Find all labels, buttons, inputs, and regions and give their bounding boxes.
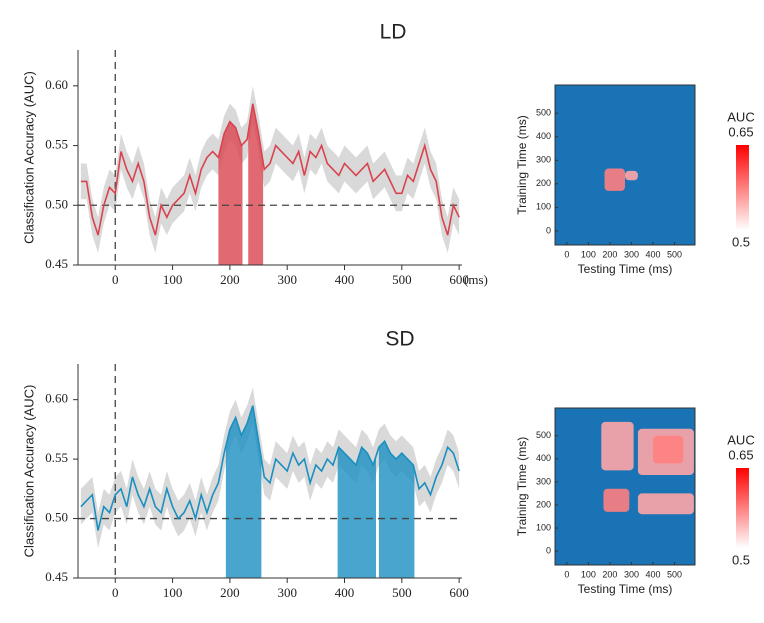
heatmap-cell [653, 435, 684, 464]
y-tick-label: 500 [536, 430, 551, 440]
x-tick-label: 500 [667, 249, 682, 259]
x-tick-label: 400 [645, 569, 660, 579]
heatmap-cell [637, 493, 694, 515]
y-tick-label: 100 [536, 522, 551, 532]
x-tick-label: 100 [163, 272, 183, 287]
y-tick-label: 200 [536, 499, 551, 509]
x-tick-label: 500 [392, 272, 412, 287]
x-tick-label: 500 [667, 569, 682, 579]
chart-title: SD [385, 328, 414, 351]
y-axis-label: Classification Accuracy (AUC) [21, 71, 36, 244]
x-tick-label: 100 [581, 569, 596, 579]
x-tick-label: 300 [624, 569, 639, 579]
heatmap-cell [601, 421, 634, 471]
y-tick-label: 0.50 [45, 196, 68, 211]
significant-region [248, 103, 264, 265]
significant-region [218, 103, 243, 265]
x-tick-label: 100 [581, 249, 596, 259]
colorbar [736, 145, 749, 230]
y-tick-label: 0.55 [45, 137, 68, 152]
y-axis-label: Training Time (ms) [515, 115, 529, 215]
x-tick-label: 300 [624, 249, 639, 259]
plot-frame [554, 407, 696, 566]
x-tick-label: 200 [602, 249, 617, 259]
x-tick-label: 400 [335, 272, 355, 287]
x-unit: (ms) [464, 272, 488, 287]
colorbar-title: AUC [727, 109, 754, 124]
y-tick-label: 500 [536, 108, 551, 118]
y-tick-label: 0 [546, 546, 551, 556]
y-tick-label: 300 [536, 476, 551, 486]
error-band [80, 85, 460, 254]
y-tick-label: 0.45 [45, 569, 68, 584]
colorbar-min: 0.5 [732, 552, 750, 567]
x-tick-label: 400 [335, 585, 355, 600]
error-band [80, 387, 460, 549]
y-tick-label: 0.45 [45, 256, 68, 271]
y-tick-label: 0 [546, 225, 551, 235]
x-tick-label: 0 [112, 585, 119, 600]
x-tick-label: 200 [220, 272, 240, 287]
significant-region [225, 405, 262, 578]
x-tick-label: 600 [449, 585, 469, 600]
colorbar-min: 0.5 [732, 234, 750, 249]
x-tick-label: 600 [449, 272, 469, 287]
data-line [80, 103, 460, 236]
y-axis-label: Classification Accuracy (AUC) [21, 385, 36, 558]
x-tick-label: 300 [277, 585, 297, 600]
significant-region [337, 405, 377, 578]
heatmap-background [555, 85, 695, 245]
colorbar-max: 0.65 [728, 447, 753, 462]
heatmap-cell [603, 488, 630, 512]
x-tick-label: 0 [564, 249, 569, 259]
x-tick-label: 100 [163, 585, 183, 600]
y-tick-label: 0.60 [45, 391, 68, 406]
colorbar-title: AUC [727, 432, 754, 447]
colorbar [736, 468, 749, 548]
y-tick-label: 0.50 [45, 510, 68, 525]
x-tick-label: 200 [602, 569, 617, 579]
chart-title: LD [380, 21, 407, 44]
data-line [80, 405, 460, 531]
y-tick-label: 0.60 [45, 77, 68, 92]
x-tick-label: 200 [220, 585, 240, 600]
y-tick-label: 100 [536, 202, 551, 212]
x-axis-label: Testing Time (ms) [578, 262, 673, 276]
plot-frame [554, 84, 696, 246]
x-axis-label: Testing Time (ms) [578, 582, 673, 596]
y-tick-label: 300 [536, 155, 551, 165]
x-tick-label: 0 [112, 272, 119, 287]
y-tick-label: 400 [536, 131, 551, 141]
x-tick-label: 300 [277, 272, 297, 287]
x-tick-label: 0 [564, 569, 569, 579]
colorbar-max: 0.65 [728, 124, 753, 139]
x-tick-label: 500 [392, 585, 412, 600]
y-axis-label: Training Time (ms) [515, 437, 529, 537]
heatmap-cell [625, 170, 638, 181]
x-tick-label: 400 [645, 249, 660, 259]
significant-region [378, 405, 415, 578]
y-tick-label: 0.55 [45, 450, 68, 465]
y-tick-label: 400 [536, 453, 551, 463]
y-tick-label: 200 [536, 178, 551, 188]
heatmap-cell [604, 168, 625, 191]
